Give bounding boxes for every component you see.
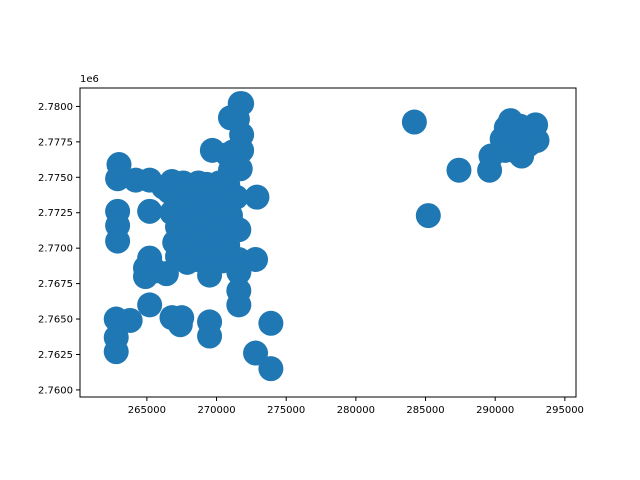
data-point-82: [446, 157, 472, 183]
data-point-80: [258, 356, 284, 382]
x-tick-label-2: 275000: [267, 405, 305, 416]
data-point-81: [401, 109, 427, 135]
axes-frame: [79, 87, 577, 398]
y-tick-label-6: 2.7750: [38, 173, 73, 184]
x-tick-label-0: 265000: [128, 405, 166, 416]
data-point-68: [137, 292, 163, 318]
y-tick-label-5: 2.7725: [38, 208, 73, 219]
data-point-83: [415, 203, 441, 229]
x-axis: 265000 270000 275000 280000 285000 290000 2950…: [128, 397, 584, 416]
data-point-78: [103, 339, 129, 365]
data-point-85: [477, 157, 503, 183]
data-point-73: [167, 312, 193, 338]
y-axis: 2.7600 2.7625 2.7650 2.7675 2.7700 2.7725 2.77…: [38, 102, 80, 396]
data-point-79: [243, 340, 269, 366]
data-point-23: [156, 178, 182, 204]
data-point-100: [509, 143, 535, 169]
y-tick-label-1: 2.7625: [38, 350, 73, 361]
x-tick-label-1: 270000: [197, 405, 235, 416]
x-tick-label-6: 295000: [546, 405, 584, 416]
y-tick-label-0: 2.7600: [38, 385, 73, 396]
data-point-45: [105, 228, 131, 254]
y-axis-offset-label: 1e6: [80, 74, 99, 85]
data-point-29: [244, 184, 270, 210]
y-tick-label-3: 2.7675: [38, 279, 73, 290]
x-tick-label-3: 280000: [337, 405, 375, 416]
y-tick-label-8: 2.7800: [38, 102, 73, 113]
x-tick-label-4: 285000: [406, 405, 444, 416]
y-tick-label-2: 2.7650: [38, 315, 73, 326]
data-point-76: [258, 310, 284, 336]
data-marks: [103, 91, 550, 382]
y-tick-label-4: 2.7700: [38, 244, 73, 255]
data-point-63: [197, 262, 223, 288]
data-point-75: [197, 323, 223, 349]
data-point-67: [226, 292, 252, 318]
x-tick-label-5: 290000: [476, 405, 514, 416]
data-point-65: [132, 264, 158, 290]
data-point-13: [105, 166, 131, 192]
data-point-64: [226, 259, 252, 285]
data-point-31: [137, 198, 163, 224]
data-point-70: [117, 307, 143, 333]
data-point-62: [153, 261, 179, 287]
plot-area: [103, 91, 550, 382]
y-tick-label-7: 2.7775: [38, 137, 73, 148]
